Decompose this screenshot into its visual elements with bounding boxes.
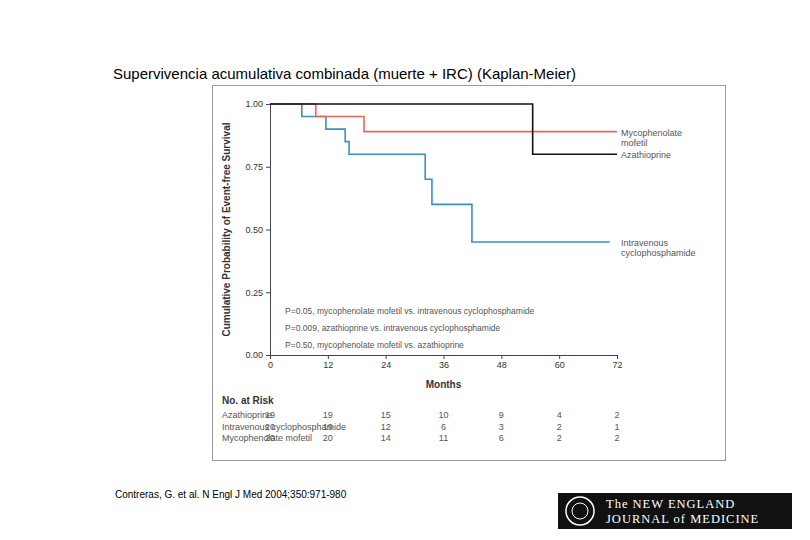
y-tick-label: 0.25: [245, 288, 263, 298]
risk-count: 19: [323, 422, 333, 432]
x-tick: 0: [268, 355, 273, 370]
x-tick-mark: [328, 355, 329, 359]
x-tick-label: 36: [439, 360, 449, 370]
risk-count: 20: [323, 433, 333, 443]
logo-seal-inner: [572, 503, 588, 519]
slide: Supervivencia acumulativa combinada (mue…: [0, 0, 810, 540]
km-curve: [270, 104, 610, 242]
x-tick-label: 72: [612, 360, 622, 370]
x-tick: 12: [323, 355, 333, 370]
citation: Contreras, G. et al. N Engl J Med 2004;3…: [115, 489, 347, 500]
risk-count: 12: [381, 422, 391, 432]
logo-background: [558, 493, 792, 529]
logo-text: JOURNAL of MEDICINE: [606, 512, 759, 526]
risk-count: 6: [499, 433, 504, 443]
risk-count: 20: [265, 422, 275, 432]
annotation: P=0.50, mycophenolate mofetil vs. azathi…: [285, 340, 464, 350]
y-tick: 0.75: [245, 162, 270, 172]
y-tick-mark: [266, 292, 270, 293]
x-tick-mark: [559, 355, 560, 359]
km-curve: [270, 104, 617, 132]
x-tick-label: 0: [268, 360, 273, 370]
y-tick-mark: [266, 104, 270, 105]
y-tick-label: 0.50: [245, 225, 263, 235]
x-axis-title: Months: [426, 379, 462, 390]
risk-count: 19: [265, 410, 275, 420]
annotation: P=0.05, mycophenolate mofetil vs. intrav…: [285, 306, 535, 316]
risk-count: 1: [614, 422, 619, 432]
series-label: Azathioprine: [621, 150, 671, 160]
risk-table-title: No. at Risk: [222, 395, 274, 406]
y-tick: 0.00: [245, 350, 270, 360]
risk-count: 20: [265, 433, 275, 443]
risk-count: 2: [557, 422, 562, 432]
risk-count: 11: [439, 433, 448, 443]
plot-area: [270, 104, 617, 242]
x-tick: 72: [612, 355, 622, 370]
y-tick-mark: [266, 230, 270, 231]
annotation: P=0.009, azathioprine vs. intravenous cy…: [285, 323, 501, 333]
y-tick: 0.25: [245, 288, 270, 298]
y-axis-title: Cumulative Probability of Event-free Sur…: [221, 122, 232, 336]
risk-row-label: Intravenous cyclophosphamide: [222, 422, 346, 432]
risk-count: 9: [499, 410, 504, 420]
chart-frame: [213, 86, 726, 461]
x-axis: 0 12 24 36 48 60 72: [268, 355, 623, 370]
risk-count: 4: [557, 410, 562, 420]
x-tick-label: 48: [497, 360, 507, 370]
y-tick: 1.00: [245, 99, 270, 109]
risk-count: 6: [441, 422, 446, 432]
x-tick-mark: [444, 355, 445, 359]
risk-count: 15: [381, 410, 391, 420]
risk-count: 19: [323, 410, 333, 420]
y-tick-mark: [266, 167, 270, 168]
x-tick-label: 24: [381, 360, 391, 370]
risk-row-label: Mycophenolate mofetil: [222, 433, 312, 443]
x-tick: 60: [555, 355, 565, 370]
series-label: Mycophenolatemofetil: [621, 128, 682, 148]
y-axis-line: [266, 105, 271, 356]
x-tick-mark: [617, 355, 618, 359]
risk-count: 14: [381, 433, 391, 443]
y-tick-label: 1.00: [245, 99, 263, 109]
x-tick-label: 60: [555, 360, 565, 370]
risk-count: 2: [614, 433, 619, 443]
y-tick-label: 0.75: [245, 162, 263, 172]
series-label: Intravenouscyclophosphamide: [621, 238, 696, 258]
x-tick-mark: [501, 355, 502, 359]
x-tick: 36: [439, 355, 449, 370]
x-tick-mark: [386, 355, 387, 359]
logo-seal: [566, 497, 594, 525]
x-tick-label: 12: [323, 360, 333, 370]
journal-logo: The NEW ENGLANDJOURNAL of MEDICINE: [558, 493, 792, 529]
x-tick: 24: [381, 355, 391, 370]
y-tick-mark: [266, 355, 270, 356]
risk-count: 2: [557, 433, 562, 443]
logo-text: The NEW ENGLAND: [606, 497, 735, 511]
risk-count: 10: [438, 410, 448, 420]
y-axis: 0.00 0.25 0.50 0.75 1.00: [245, 99, 270, 360]
slide-title: Supervivencia acumulativa combinada (mue…: [113, 65, 576, 82]
x-tick: 48: [497, 355, 507, 370]
risk-count: 3: [499, 422, 504, 432]
km-curve: [270, 104, 617, 154]
x-axis-line: [271, 356, 618, 360]
y-tick-label: 0.00: [245, 350, 263, 360]
risk-count: 2: [614, 410, 619, 420]
y-tick: 0.50: [245, 225, 270, 235]
